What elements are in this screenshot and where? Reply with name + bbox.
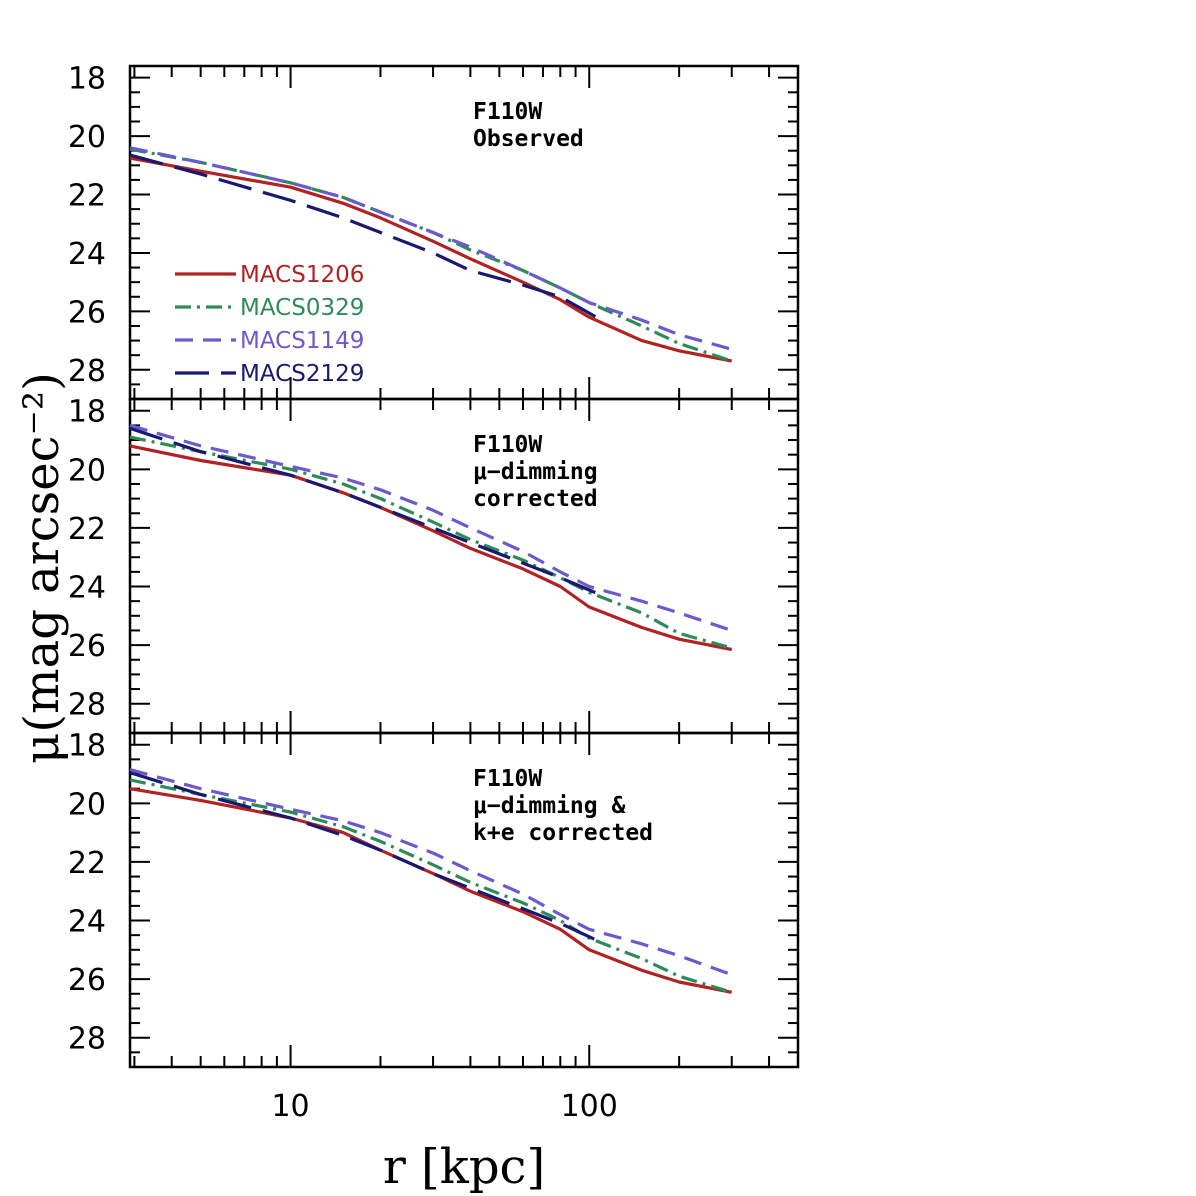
y-tick-label: 20: [68, 453, 106, 488]
y-tick-label: 26: [68, 963, 106, 998]
panels: 182022242628F110WObserved182022242628F11…: [68, 62, 800, 1124]
y-tick-label: 22: [68, 512, 106, 547]
series-line-macs1149: [129, 423, 733, 633]
y-tick-label: 24: [68, 571, 106, 606]
y-tick-label: 28: [68, 354, 106, 389]
series-line-macs0329: [129, 778, 733, 994]
y-tick-label: 28: [68, 1022, 106, 1057]
series-line-macs1149: [129, 146, 733, 351]
y-tick-label: 26: [68, 629, 106, 664]
y-tick-label: 24: [68, 905, 106, 940]
x-axis-title: r [kpc]: [383, 1139, 545, 1195]
x-tick-label: 10: [271, 1089, 309, 1124]
series-line-macs1206: [129, 444, 733, 652]
legend-label-macs0329: MACS0329: [240, 295, 364, 321]
x-tick-label: 100: [561, 1089, 618, 1124]
y-tick-label: 26: [68, 295, 106, 330]
series-line-macs2129: [129, 426, 603, 597]
series-line-macs0329: [129, 435, 733, 650]
y-tick-label: 22: [68, 846, 106, 881]
panel-annotation-line: F110W: [473, 99, 542, 125]
panel-annotation-line: F110W: [473, 432, 542, 458]
panel-annotation-line: corrected: [473, 486, 598, 512]
legend-label-macs1206: MACS1206: [240, 262, 364, 288]
y-tick-label: 18: [68, 62, 106, 97]
series-line-macs0329: [129, 147, 733, 363]
y-tick-label: 20: [68, 787, 106, 822]
y-tick-label: 20: [68, 120, 106, 155]
series-line-macs2129: [129, 771, 603, 944]
y-tick-label: 22: [68, 179, 106, 214]
panel-frame: [128, 397, 800, 735]
panel-annotation-line: μ−dimming &: [473, 793, 625, 819]
panel-annotation-line: F110W: [473, 766, 542, 792]
panel-frame: [128, 731, 800, 1069]
y-tick-label: 18: [68, 395, 106, 430]
legend: MACS1206 MACS0329 MACS1149 MACS2129: [175, 262, 364, 387]
legend-label-macs1149: MACS1149: [240, 328, 364, 354]
series-line-macs1206: [129, 156, 733, 363]
y-axis-title: μ(mag arcsec⁻²): [14, 372, 70, 764]
panel-annotation-line: Observed: [473, 126, 584, 152]
legend-label-macs2129: MACS2129: [240, 361, 364, 387]
y-tick-label: 18: [68, 729, 106, 764]
panel-annotation-line: k+e corrected: [473, 820, 653, 846]
x-tick-labels: 10 100: [271, 1089, 617, 1124]
series-line-macs1149: [129, 768, 733, 977]
y-tick-label: 24: [68, 237, 106, 272]
panel-annotation-line: μ−dimming: [473, 459, 598, 485]
y-tick-label: 28: [68, 688, 106, 723]
series-line-macs2129: [129, 153, 603, 322]
